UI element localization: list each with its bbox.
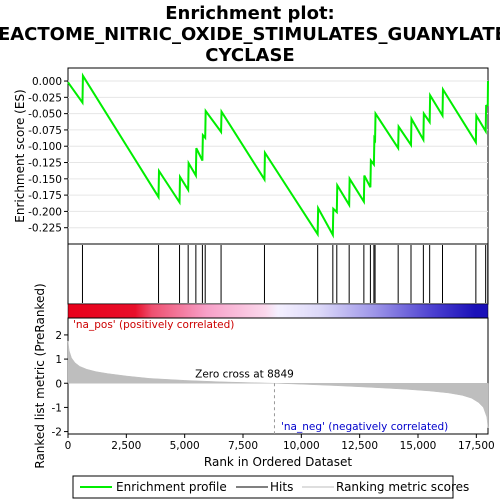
rank-y-axis-label: Ranked list metric (PreRanked) <box>33 283 47 468</box>
es-y-ticks: 0.000 -0.025 -0.050 -0.075 -0.100 -0.125 -0.15… <box>28 76 68 235</box>
rank-panel: Zero cross at 8849 'na_pos' (positively … <box>33 283 495 469</box>
rank-x-tick-label: 12,500 <box>341 440 378 452</box>
rank-y-ticks: 2 1 0 -1 -2 <box>52 330 68 439</box>
rank-x-tick-label: 2,500 <box>111 440 141 452</box>
rank-x-tick-label: 17,500 <box>458 440 495 452</box>
legend-label-ranking-metric: Ranking metric scores <box>336 480 469 494</box>
rank-y-tick-label: 0 <box>55 378 62 390</box>
es-panel-frame <box>67 67 489 245</box>
rank-x-ticks: 0 2,500 5,000 7,500 10,000 12,500 15,000 17,500 <box>65 434 495 452</box>
negative-correlation-label: 'na_neg' (negatively correlated) <box>281 421 448 433</box>
rank-y-tick-label: 2 <box>55 330 62 342</box>
rank-x-tick-label: 10,000 <box>283 440 320 452</box>
es-y-tick-label: -0.200 <box>28 206 62 218</box>
positive-correlation-label: 'na_pos' (positively correlated) <box>73 319 234 331</box>
rank-panel-frame <box>67 317 489 435</box>
rank-y-tick-label: -2 <box>52 427 62 439</box>
es-y-tick-label: -0.225 <box>28 223 62 235</box>
legend-label-hits: Hits <box>270 480 293 494</box>
chart-title-line-3: CYCLASE <box>205 45 294 66</box>
rank-x-tick-label: 7,500 <box>228 440 258 452</box>
enrichment-profile-line <box>67 72 489 239</box>
es-y-tick-label: -0.125 <box>28 158 62 170</box>
rank-y-tick-label: -1 <box>52 402 62 414</box>
es-y-tick-label: -0.175 <box>28 190 62 202</box>
chart-title-line-1: Enrichment plot: <box>165 3 335 24</box>
rank-x-tick-label: 15,000 <box>400 440 437 452</box>
chart-title-line-2: REACTOME_NITRIC_OXIDE_STIMULATES_GUANYLA… <box>0 24 500 45</box>
es-y-tick-label: -0.075 <box>28 125 62 137</box>
zero-cross-label: Zero cross at 8849 <box>195 368 294 380</box>
rank-x-tick-label: 5,000 <box>170 440 200 452</box>
rank-x-axis-label: Rank in Ordered Dataset <box>204 455 352 469</box>
es-y-tick-label: -0.150 <box>28 174 62 186</box>
hits-panel <box>67 243 489 305</box>
es-y-tick-label: -0.025 <box>28 92 62 104</box>
hit-lines <box>81 245 489 303</box>
es-y-tick-label: -0.100 <box>28 141 62 153</box>
es-y-axis-label: Enrichment score (ES) <box>13 89 27 222</box>
legend: Enrichment profile Hits Ranking metric s… <box>72 475 469 499</box>
rank-x-tick-label: 0 <box>65 440 72 452</box>
hits-panel-frame <box>67 243 489 305</box>
es-y-tick-label: 0.000 <box>32 76 62 88</box>
es-y-tick-label: -0.050 <box>28 109 62 121</box>
rank-y-tick-label: 1 <box>55 354 62 366</box>
es-panel: 0.000 -0.025 -0.050 -0.075 -0.100 -0.125 -0.15… <box>13 67 489 245</box>
rank-color-bar <box>67 303 489 319</box>
legend-label-enrichment-profile: Enrichment profile <box>116 480 227 494</box>
